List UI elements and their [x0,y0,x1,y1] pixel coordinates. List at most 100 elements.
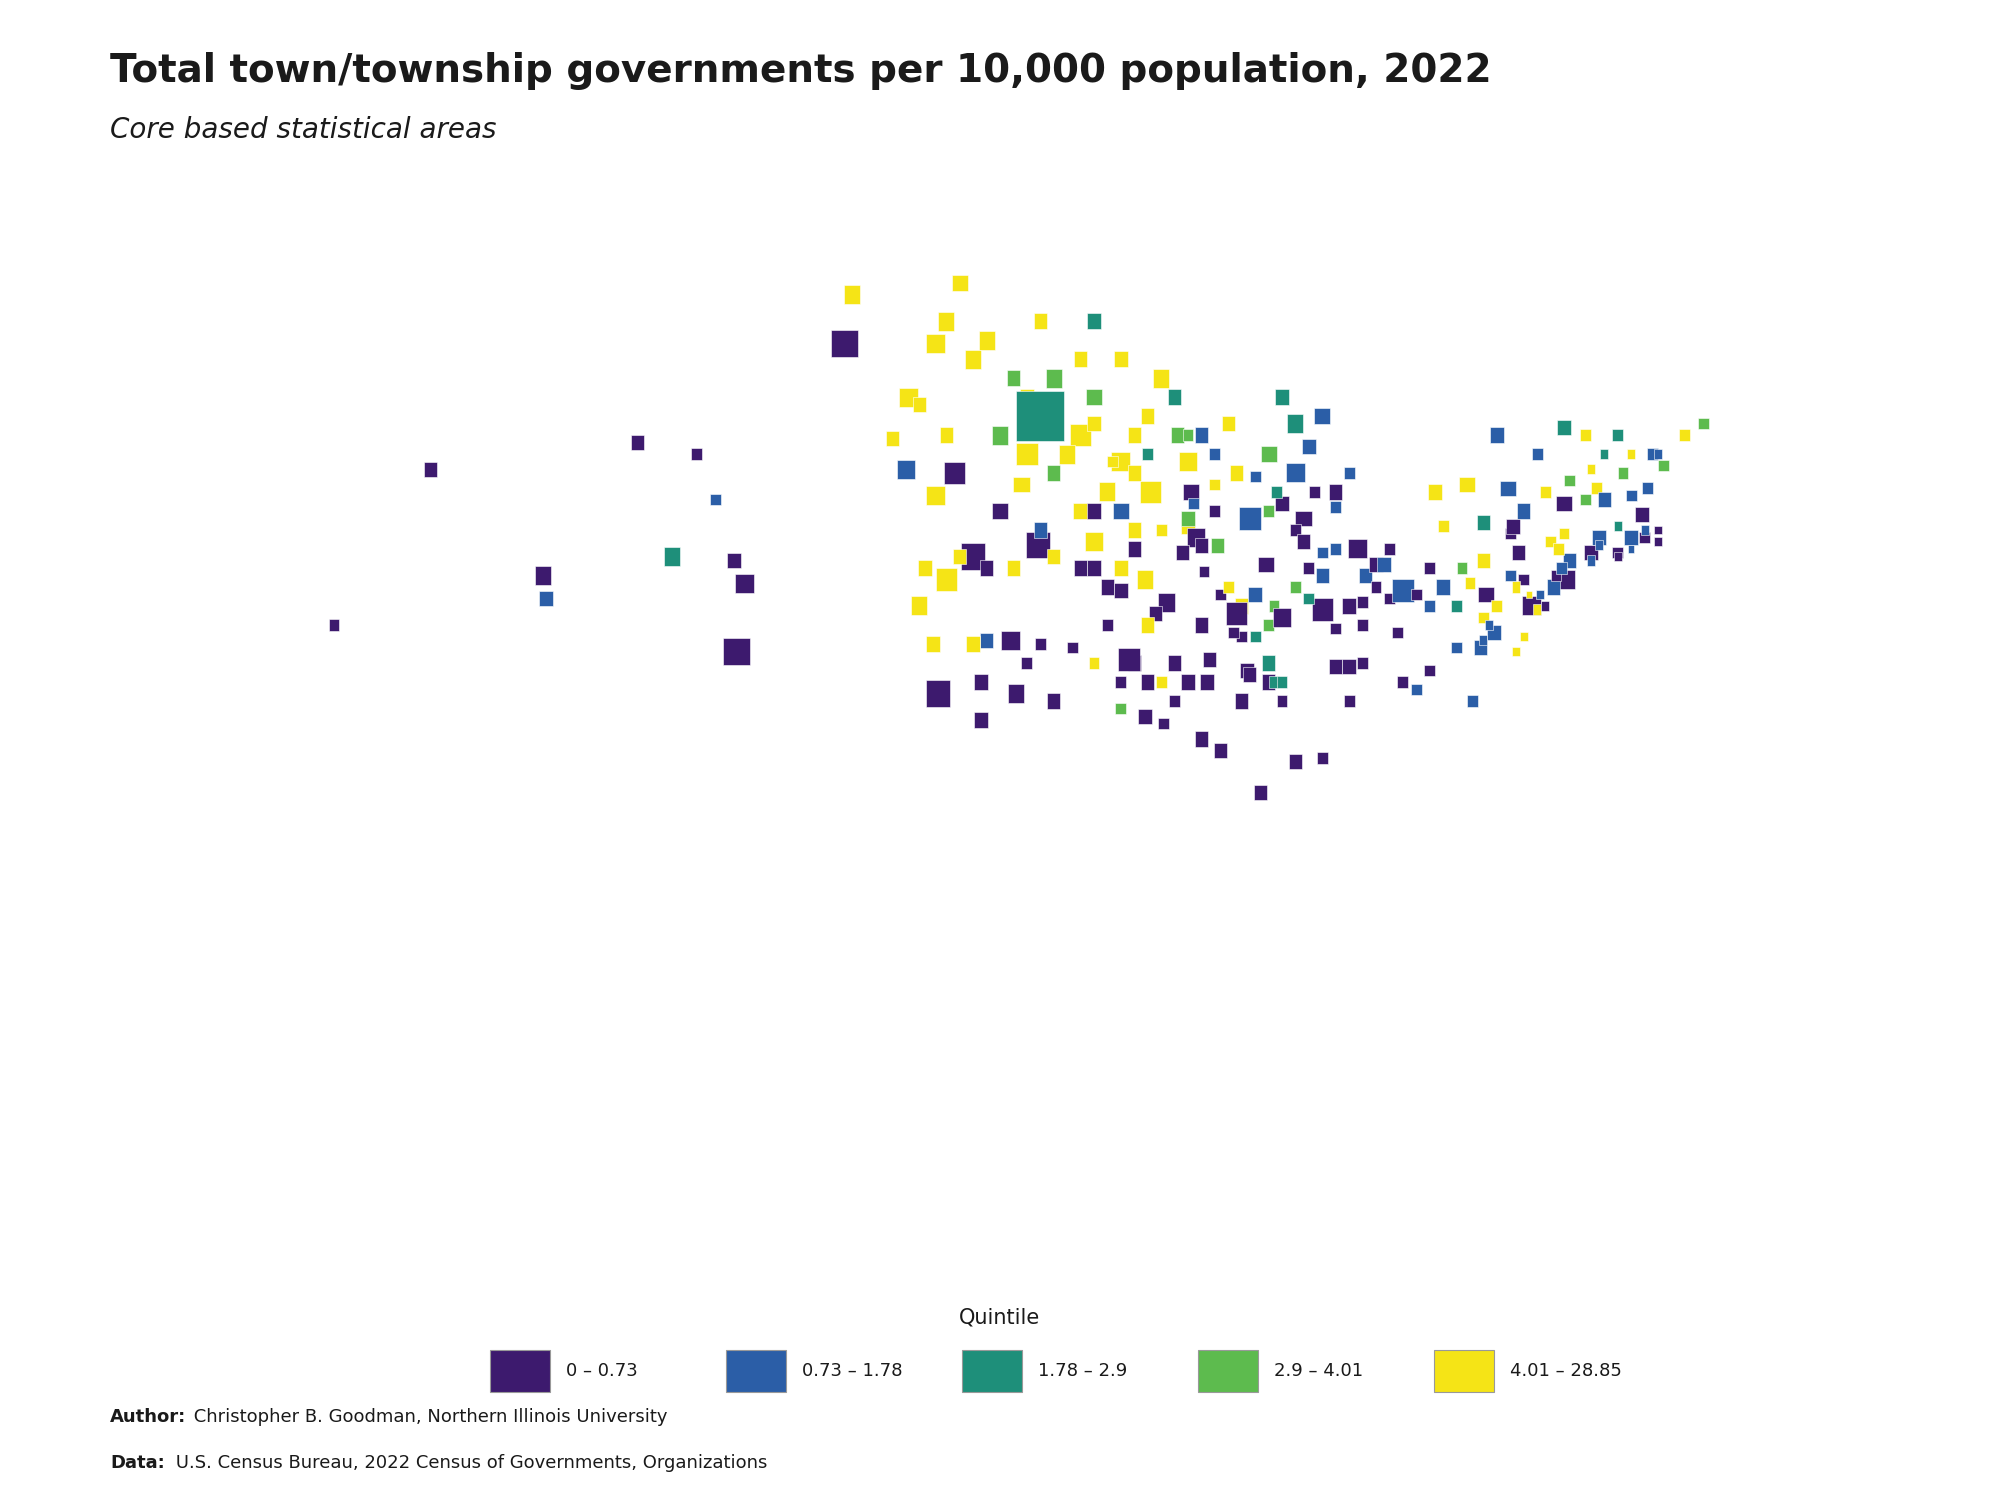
Bar [1490,427,1504,442]
Bar [1026,532,1050,558]
Bar [1108,456,1118,468]
Bar [1556,496,1572,512]
Bar [1070,423,1092,447]
Bar [844,285,860,304]
Bar [1590,483,1602,494]
Bar [1100,579,1114,594]
Bar [992,426,1008,444]
Bar [940,427,952,442]
Bar [1304,592,1314,604]
Bar [1202,651,1216,668]
Bar [1344,468,1354,478]
Bar [1068,642,1078,654]
Bar [1558,570,1574,590]
Bar [1194,537,1208,554]
Bar [1580,494,1590,506]
Bar [1214,742,1226,758]
Bar [1250,630,1260,642]
Bar [1304,562,1314,573]
Bar [1626,490,1636,501]
Bar [1072,504,1088,519]
Bar [1288,754,1302,770]
Bar [710,494,720,506]
Bar [938,312,954,330]
Bar [1182,512,1194,526]
Bar [1158,592,1174,612]
Bar [1228,627,1240,639]
Bar [1158,718,1170,729]
Bar [936,568,958,591]
Bar [980,633,994,648]
Bar [912,398,926,412]
Bar [1112,504,1128,519]
Bar [1600,450,1608,459]
Bar [1230,465,1244,480]
Bar [1614,552,1622,561]
Text: Data:: Data: [110,1454,164,1472]
Bar [1654,450,1662,459]
Bar [1210,478,1220,490]
Bar [1424,600,1436,612]
Bar [1198,566,1210,578]
Bar [1114,584,1128,598]
Bar [1384,592,1394,604]
Bar [1504,528,1516,540]
Bar [1612,429,1624,441]
Bar [1370,582,1382,592]
Bar [1512,582,1520,592]
Bar [536,566,552,585]
Bar [1128,656,1140,670]
Bar [1370,556,1382,572]
Bar [1512,646,1520,657]
Bar [1500,480,1516,496]
Bar [1074,351,1088,366]
Bar [1398,676,1408,687]
Bar [1150,606,1162,621]
Bar [1452,600,1462,612]
Text: 0 – 0.73: 0 – 0.73 [566,1362,638,1380]
Bar [1586,555,1594,566]
Bar [1128,522,1140,537]
Bar [1410,684,1422,696]
Bar [1314,408,1330,423]
Bar [1698,419,1710,429]
Bar [1562,554,1576,568]
Bar [1260,447,1276,462]
Bar [1276,696,1288,706]
Bar [1288,414,1304,434]
Bar [1658,459,1668,471]
Bar [1536,590,1544,600]
Bar [630,435,644,450]
Bar [1182,429,1194,441]
Bar [926,680,950,706]
Bar [1006,561,1020,576]
Bar [1580,429,1590,441]
Bar [1476,554,1490,568]
Bar [974,712,988,728]
Bar [992,504,1008,519]
Bar [1554,543,1564,555]
Bar [1456,562,1468,573]
Bar [1526,591,1532,598]
Bar [1136,570,1154,590]
Bar [1614,522,1622,531]
Bar [328,620,340,630]
Bar [1392,579,1414,602]
Bar [1140,675,1154,690]
Bar [1006,370,1020,386]
Bar [1168,656,1182,670]
Text: 4.01 – 28.85: 4.01 – 28.85 [1510,1362,1622,1380]
Bar [1008,684,1024,703]
Bar [1316,548,1328,558]
Bar [1002,630,1020,650]
Bar [1520,632,1528,640]
Bar [974,675,988,690]
Bar [1378,556,1390,572]
Bar [1240,507,1260,530]
Bar [1210,448,1220,459]
Bar [1624,530,1638,544]
Bar [1272,608,1292,627]
Bar [962,543,986,570]
Bar [1088,314,1100,328]
Bar [1436,579,1450,594]
